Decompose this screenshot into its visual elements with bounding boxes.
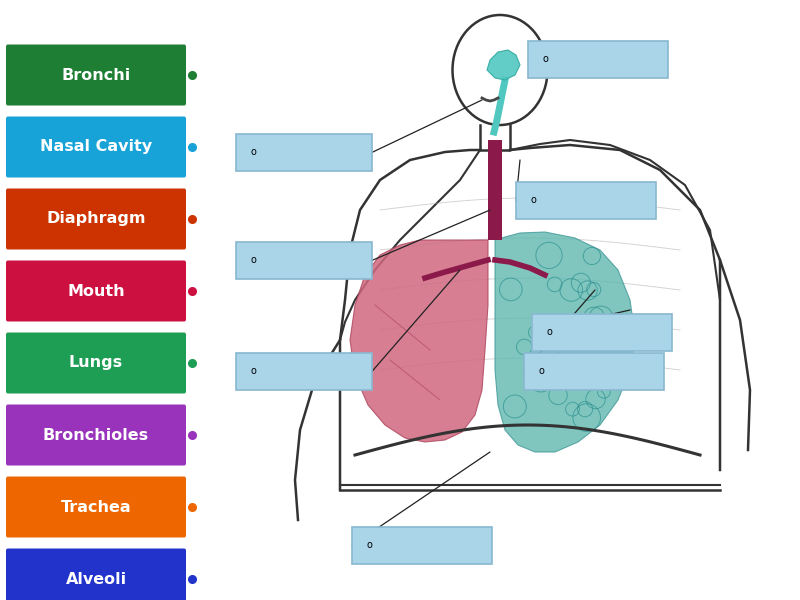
FancyBboxPatch shape: [6, 44, 186, 106]
Text: o: o: [538, 367, 545, 376]
Text: o: o: [546, 328, 553, 337]
Polygon shape: [495, 232, 635, 452]
FancyBboxPatch shape: [6, 476, 186, 538]
FancyBboxPatch shape: [516, 182, 656, 219]
Text: o: o: [250, 148, 257, 157]
FancyBboxPatch shape: [6, 404, 186, 466]
Text: Bronchioles: Bronchioles: [43, 427, 149, 442]
FancyBboxPatch shape: [6, 332, 186, 394]
Text: o: o: [530, 196, 537, 205]
Text: Diaphragm: Diaphragm: [46, 211, 146, 226]
Text: o: o: [250, 256, 257, 265]
FancyBboxPatch shape: [236, 242, 372, 279]
Text: Lungs: Lungs: [69, 355, 123, 370]
Text: o: o: [250, 367, 257, 376]
Polygon shape: [350, 240, 488, 442]
FancyBboxPatch shape: [236, 353, 372, 390]
FancyBboxPatch shape: [532, 314, 672, 351]
Polygon shape: [487, 50, 520, 80]
Text: Nasal Cavity: Nasal Cavity: [40, 139, 152, 154]
FancyBboxPatch shape: [6, 116, 186, 178]
FancyBboxPatch shape: [528, 41, 668, 78]
Text: Alveoli: Alveoli: [66, 571, 126, 587]
FancyBboxPatch shape: [6, 548, 186, 600]
FancyBboxPatch shape: [6, 188, 186, 250]
FancyBboxPatch shape: [236, 134, 372, 171]
Text: Mouth: Mouth: [67, 283, 125, 298]
FancyBboxPatch shape: [524, 353, 664, 390]
Text: o: o: [542, 55, 549, 64]
Text: o: o: [366, 541, 373, 550]
Text: Trachea: Trachea: [61, 499, 131, 514]
FancyBboxPatch shape: [6, 260, 186, 322]
Text: Bronchi: Bronchi: [62, 67, 130, 82]
FancyBboxPatch shape: [352, 527, 492, 564]
Bar: [488, 140, 502, 240]
